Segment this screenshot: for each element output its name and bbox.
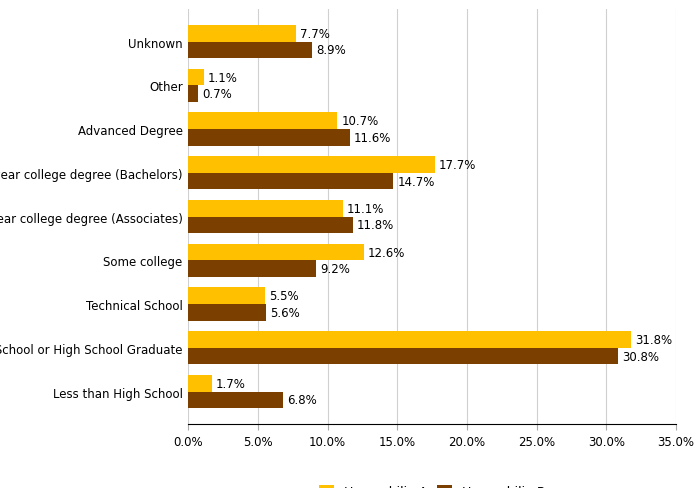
- Bar: [188, 261, 316, 277]
- Text: 31.8%: 31.8%: [636, 333, 673, 346]
- Text: 10.7%: 10.7%: [342, 115, 378, 128]
- Text: 5.5%: 5.5%: [269, 290, 299, 303]
- Text: 7.7%: 7.7%: [300, 28, 330, 41]
- Bar: [188, 288, 265, 305]
- Bar: [188, 157, 435, 174]
- Text: 14.7%: 14.7%: [397, 175, 435, 188]
- Text: 1.7%: 1.7%: [216, 377, 246, 390]
- Text: 1.1%: 1.1%: [208, 71, 238, 84]
- Text: 11.6%: 11.6%: [354, 132, 392, 144]
- Bar: [188, 201, 343, 217]
- Text: 5.6%: 5.6%: [270, 306, 300, 319]
- Legend: Hemophilia A, Hemophilia B: Hemophilia A, Hemophilia B: [319, 485, 546, 488]
- Bar: [188, 26, 296, 42]
- Bar: [188, 130, 350, 146]
- Bar: [188, 375, 212, 392]
- Bar: [188, 174, 393, 190]
- Text: 9.2%: 9.2%: [321, 263, 351, 276]
- Bar: [188, 70, 204, 86]
- Bar: [188, 113, 337, 130]
- Text: 17.7%: 17.7%: [439, 159, 477, 172]
- Text: 11.1%: 11.1%: [347, 203, 385, 215]
- Bar: [188, 305, 266, 321]
- Text: 12.6%: 12.6%: [368, 246, 406, 259]
- Bar: [188, 392, 283, 408]
- Text: 0.7%: 0.7%: [202, 88, 232, 101]
- Bar: [188, 331, 631, 348]
- Bar: [188, 86, 198, 103]
- Text: 11.8%: 11.8%: [357, 219, 394, 232]
- Bar: [188, 348, 618, 365]
- Bar: [188, 244, 364, 261]
- Text: 6.8%: 6.8%: [287, 394, 317, 407]
- Bar: [188, 42, 312, 59]
- Text: 30.8%: 30.8%: [622, 350, 659, 363]
- Text: 8.9%: 8.9%: [316, 44, 346, 57]
- Bar: [188, 217, 353, 234]
